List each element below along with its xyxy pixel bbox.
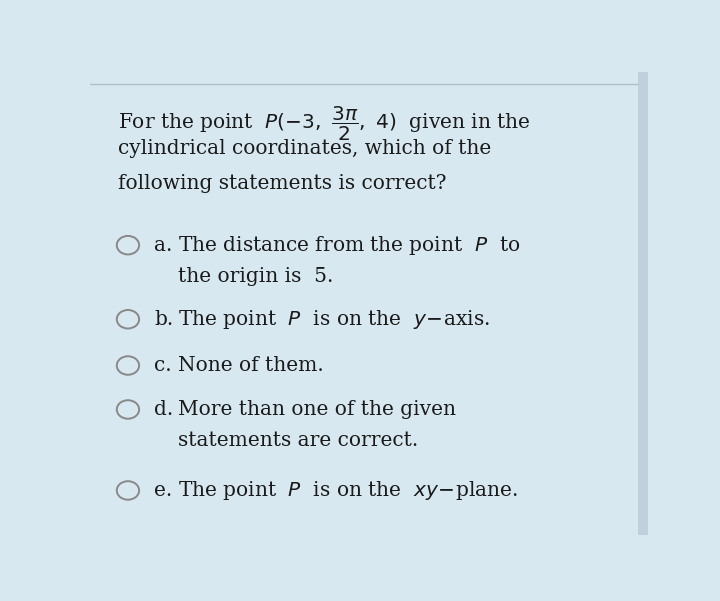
Text: The distance from the point  $P$  to: The distance from the point $P$ to <box>178 234 521 257</box>
Text: e.: e. <box>154 481 172 500</box>
Text: following statements is correct?: following statements is correct? <box>118 174 446 193</box>
Text: None of them.: None of them. <box>178 356 324 375</box>
Text: statements are correct.: statements are correct. <box>178 432 418 450</box>
Text: cylindrical coordinates, which of the: cylindrical coordinates, which of the <box>118 139 491 158</box>
Text: The point  $P$  is on the  $xy\!-\!$plane.: The point $P$ is on the $xy\!-\!$plane. <box>178 479 518 502</box>
Text: d.: d. <box>154 400 174 419</box>
Text: the origin is  5.: the origin is 5. <box>178 267 333 286</box>
Text: The point  $P$  is on the  $y\!-\!$axis.: The point $P$ is on the $y\!-\!$axis. <box>178 308 490 331</box>
Text: c.: c. <box>154 356 172 375</box>
Text: b.: b. <box>154 310 174 329</box>
Text: More than one of the given: More than one of the given <box>178 400 456 419</box>
Text: a.: a. <box>154 236 173 255</box>
Text: For the point  $P(-3,\ \dfrac{3\pi}{2},\ 4)$  given in the: For the point $P(-3,\ \dfrac{3\pi}{2},\ … <box>118 105 531 143</box>
FancyBboxPatch shape <box>638 72 648 535</box>
